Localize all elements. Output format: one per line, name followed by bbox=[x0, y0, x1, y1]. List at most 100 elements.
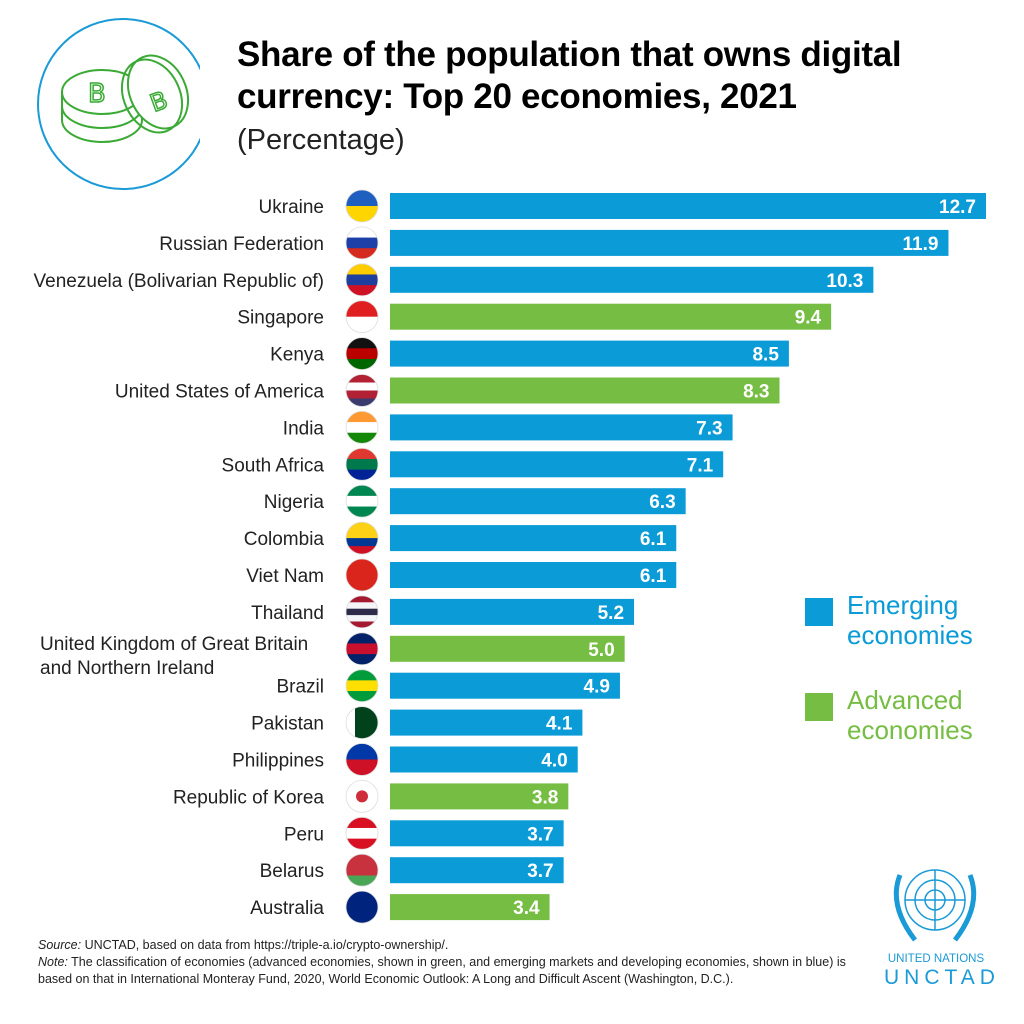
flag-stripe bbox=[346, 854, 378, 866]
flag-stripe bbox=[346, 864, 378, 877]
bar bbox=[390, 709, 583, 736]
un-name-text: UNITED NATIONS bbox=[887, 953, 985, 965]
flag-stripe bbox=[346, 538, 378, 547]
unctad-text: UNCTAD bbox=[884, 966, 1000, 989]
flag-stripe bbox=[346, 374, 378, 383]
value-label: 8.3 bbox=[743, 382, 769, 403]
category-label: United Kingdom of Great Britain and North… bbox=[40, 634, 308, 679]
flag-stripe bbox=[346, 274, 378, 286]
flag-stripe bbox=[346, 827, 378, 840]
flag-border bbox=[345, 263, 379, 297]
flag-border bbox=[345, 595, 379, 629]
flag-stripe bbox=[346, 398, 378, 407]
bar bbox=[390, 488, 686, 515]
flag-colombia-icon bbox=[346, 522, 378, 555]
legend-emerging: Emerging economies bbox=[805, 590, 1007, 650]
value-label: 6.3 bbox=[649, 492, 675, 513]
flag-australia-icon bbox=[346, 891, 378, 924]
flag-border bbox=[345, 337, 379, 371]
flag-stripe bbox=[346, 390, 378, 399]
flag-peru-icon bbox=[346, 817, 378, 850]
note-label: Note: bbox=[38, 955, 68, 969]
category-label: India bbox=[283, 418, 325, 439]
category-label: Pakistan bbox=[251, 714, 324, 735]
flag-belarus-icon bbox=[346, 854, 378, 887]
bar bbox=[390, 340, 789, 367]
legend-swatch-advanced bbox=[805, 693, 833, 721]
category-label: Peru bbox=[284, 824, 324, 845]
flag-stripe bbox=[346, 595, 378, 603]
bar bbox=[390, 193, 986, 219]
flag-border bbox=[345, 189, 379, 223]
category-label: Nigeria bbox=[264, 492, 325, 513]
flag-stripe bbox=[346, 654, 378, 665]
svg-text:B: B bbox=[88, 79, 106, 109]
flag-stripe bbox=[346, 546, 378, 555]
bar bbox=[390, 857, 564, 884]
flag-stripe bbox=[346, 432, 378, 444]
flag-stripe bbox=[346, 759, 378, 776]
flag-border bbox=[345, 558, 379, 592]
value-label: 3.7 bbox=[527, 824, 553, 845]
note-text: The classification of economies (advance… bbox=[38, 955, 846, 986]
flag-brazil-icon bbox=[346, 669, 378, 702]
flag-border bbox=[345, 300, 379, 334]
flag-russian-federation-icon bbox=[346, 226, 378, 259]
value-label: 7.3 bbox=[696, 418, 722, 439]
flag-stripe bbox=[346, 337, 378, 349]
flag-india-icon bbox=[346, 411, 378, 444]
value-label: 11.9 bbox=[903, 234, 939, 255]
flag-stripe bbox=[346, 316, 378, 333]
bar bbox=[390, 414, 733, 441]
flag-stripe bbox=[346, 615, 378, 622]
un-emblem-icon bbox=[893, 869, 977, 942]
flag-stripe bbox=[346, 348, 378, 360]
flag-ukraine-icon bbox=[346, 190, 378, 222]
legend-swatch-emerging bbox=[805, 598, 833, 626]
flag-stripe bbox=[346, 485, 378, 497]
value-label: 4.0 bbox=[541, 751, 567, 772]
chart-subtitle: (Percentage) bbox=[237, 124, 405, 156]
flag-pakistan-icon bbox=[346, 706, 378, 739]
flag-stripe bbox=[346, 285, 378, 296]
flag-stripe bbox=[346, 608, 378, 616]
source-line: Source: UNCTAD, based on data from https… bbox=[38, 937, 868, 954]
flag-stripe bbox=[346, 237, 378, 249]
flag-philippines-icon bbox=[346, 743, 378, 776]
category-label: Republic of Korea bbox=[173, 787, 324, 808]
category-label: Viet Nam bbox=[246, 566, 324, 587]
flag-border bbox=[345, 447, 379, 481]
bar bbox=[390, 303, 832, 330]
value-label: 4.9 bbox=[584, 677, 610, 698]
flag-stripe bbox=[346, 875, 378, 887]
flag-stripe bbox=[346, 263, 378, 275]
flag-united-kingdom-of-great-britain-and-northern-ireland-icon bbox=[346, 632, 378, 665]
category-label: Belarus bbox=[260, 861, 324, 882]
category-label: Australia bbox=[250, 898, 324, 919]
flag-stripe bbox=[346, 300, 378, 318]
flag-stripe bbox=[346, 691, 378, 702]
footer-notes: Source: UNCTAD, based on data from https… bbox=[38, 937, 868, 988]
flag-border bbox=[345, 743, 379, 776]
flag-stripe bbox=[346, 358, 378, 370]
category-label: Venezuela (Bolivarian Republic of) bbox=[34, 271, 324, 292]
flag-stripe bbox=[346, 706, 355, 739]
bar bbox=[390, 783, 569, 810]
flag-south-africa-icon bbox=[346, 448, 378, 481]
bar bbox=[390, 229, 949, 256]
flag-stripe bbox=[346, 559, 378, 591]
flag-stripe bbox=[346, 226, 378, 239]
flag-border bbox=[345, 890, 379, 924]
bar bbox=[390, 746, 578, 773]
flag-border bbox=[345, 816, 379, 850]
flag-stripe bbox=[346, 643, 378, 655]
flag-stripe bbox=[346, 838, 378, 850]
value-label: 5.0 bbox=[588, 640, 614, 661]
source-label: Source: bbox=[38, 938, 82, 952]
value-label: 10.3 bbox=[826, 271, 863, 292]
flag-stripe bbox=[346, 669, 378, 681]
title-line-1: Share of the population that owns digita… bbox=[237, 35, 902, 74]
flag-emblem bbox=[356, 790, 368, 803]
flag-stripe bbox=[346, 632, 378, 644]
flag-border bbox=[345, 853, 379, 887]
